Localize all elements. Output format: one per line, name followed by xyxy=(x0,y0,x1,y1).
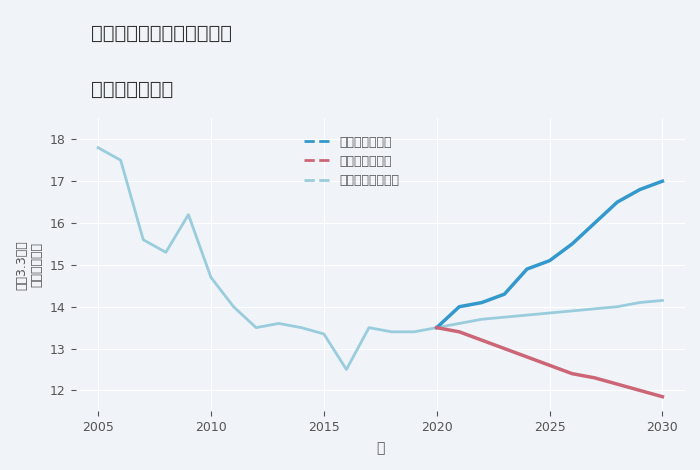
Y-axis label: 坪（3.3㎡）
単価（万円）: 坪（3.3㎡） 単価（万円） xyxy=(15,240,43,290)
Text: 土地の価格推移: 土地の価格推移 xyxy=(91,80,174,99)
Text: 三重県桑名市多度町柚井の: 三重県桑名市多度町柚井の xyxy=(91,24,232,42)
Legend: グッドシナリオ, バッドシナリオ, ノーマルシナリオ: グッドシナリオ, バッドシナリオ, ノーマルシナリオ xyxy=(300,131,405,192)
X-axis label: 年: 年 xyxy=(376,441,384,455)
